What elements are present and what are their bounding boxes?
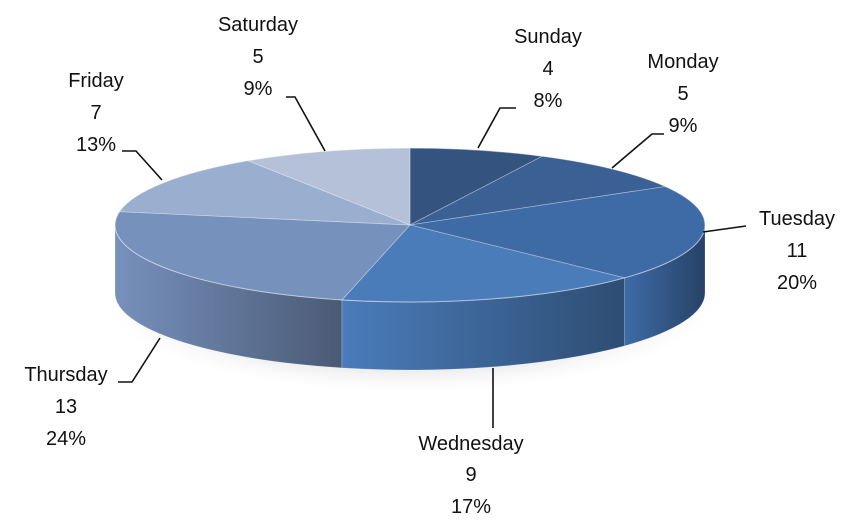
value-label-tuesday: 11 bbox=[787, 240, 808, 262]
pie-leader-lines bbox=[118, 96, 747, 428]
pie-slice-tuesday bbox=[409, 186, 706, 279]
category-label-thursday: Thursday bbox=[24, 364, 107, 386]
value-label-sunday: 4 bbox=[542, 58, 553, 80]
percent-label-thursday: 24% bbox=[46, 428, 86, 450]
leader-line-monday bbox=[611, 133, 664, 169]
pie-slice-sunday bbox=[409, 147, 544, 226]
category-label-saturday: Saturday bbox=[218, 14, 298, 36]
pie-slices bbox=[114, 147, 706, 303]
category-label-tuesday: Tuesday bbox=[759, 208, 835, 230]
value-label-saturday: 5 bbox=[252, 46, 263, 68]
pie-slice-saturday bbox=[246, 147, 411, 226]
leader-line-thursday bbox=[118, 337, 161, 383]
percent-label-sunday: 8% bbox=[534, 90, 563, 112]
leader-line-saturday bbox=[286, 96, 326, 152]
percent-label-saturday: 9% bbox=[244, 78, 273, 100]
pie-slice-monday bbox=[409, 155, 667, 226]
pie-slice-wednesday bbox=[341, 224, 627, 303]
value-label-friday: 7 bbox=[90, 102, 101, 124]
percent-label-friday: 13% bbox=[76, 134, 116, 156]
category-label-wednesday: Wednesday bbox=[418, 433, 523, 455]
value-label-wednesday: 9 bbox=[465, 464, 476, 486]
pie-labels: Sunday 4 8% Monday 5 9% Tuesday 11 20% Wednesday 9… bbox=[24, 14, 835, 518]
percent-label-tuesday: 20% bbox=[777, 272, 817, 294]
category-label-monday: Monday bbox=[647, 51, 718, 73]
percent-label-wednesday: 17% bbox=[451, 496, 491, 518]
pie-rim bbox=[114, 147, 706, 303]
leader-line-tuesday bbox=[702, 225, 747, 233]
leader-line-friday bbox=[122, 150, 163, 181]
pie-slice-friday bbox=[118, 160, 411, 226]
category-label-sunday: Sunday bbox=[514, 26, 582, 48]
leader-line-sunday bbox=[477, 107, 516, 149]
category-label-friday: Friday bbox=[68, 70, 124, 92]
value-label-monday: 5 bbox=[677, 83, 688, 105]
pie-slice-thursday bbox=[114, 211, 411, 301]
value-label-thursday: 13 bbox=[55, 396, 77, 418]
percent-label-monday: 9% bbox=[669, 115, 698, 137]
